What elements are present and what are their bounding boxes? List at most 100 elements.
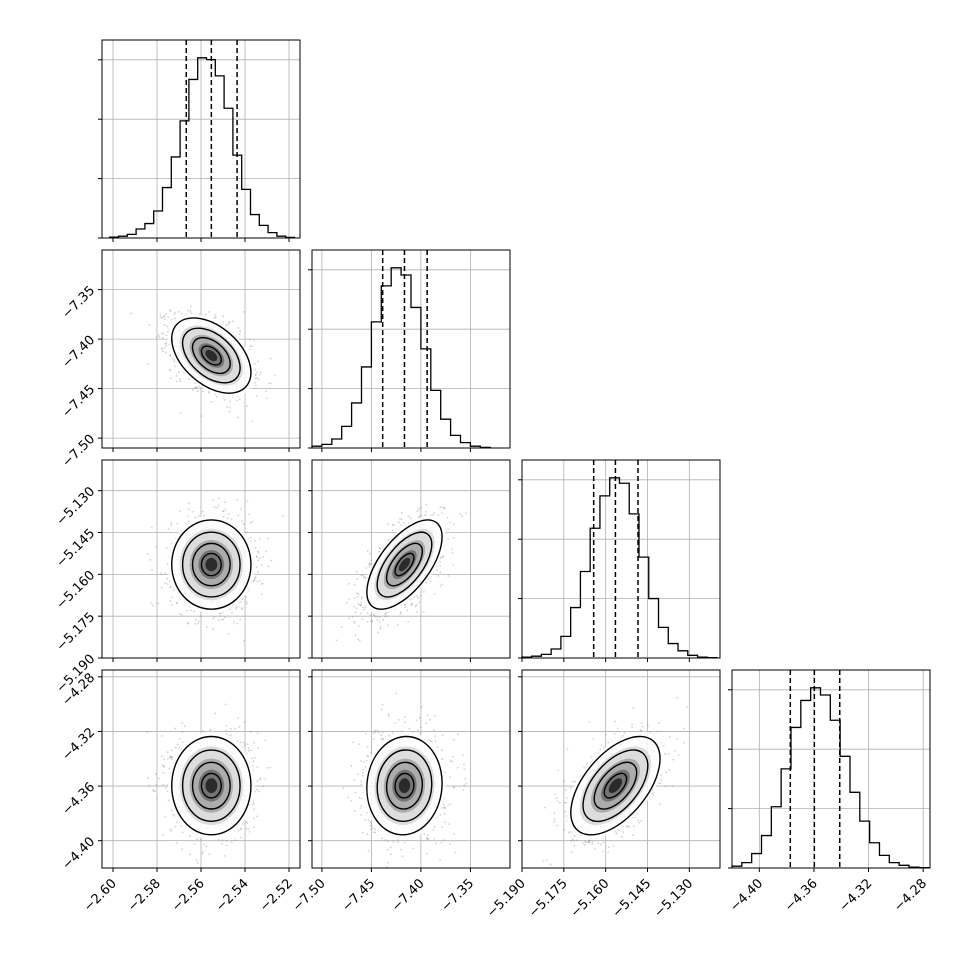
density-shade (205, 349, 218, 362)
scatter-point (187, 508, 190, 511)
scatter-point (245, 601, 248, 603)
scatter-point (192, 510, 194, 513)
scatter-point (365, 567, 368, 569)
scatter-point (204, 313, 207, 316)
scatter-point (422, 611, 425, 613)
scatter-point (254, 377, 257, 380)
scatter-point (439, 585, 442, 587)
scatter-point (360, 574, 363, 577)
density-shade (398, 557, 411, 572)
scatter-point (213, 317, 216, 319)
scatter-point (420, 506, 423, 509)
scatter-point (166, 577, 168, 580)
scatter-point (353, 583, 356, 586)
scatter-point (255, 395, 258, 398)
scatter-point (164, 572, 167, 575)
scatter-point (225, 725, 228, 727)
scatter-point (374, 615, 376, 618)
scatter-point (240, 508, 243, 510)
scatter-point (362, 576, 365, 578)
plot-border (311, 459, 511, 659)
scatter-point (384, 615, 387, 618)
scatter-point (243, 311, 245, 313)
scatter-point (165, 342, 168, 344)
scatter-point (197, 514, 200, 517)
scatter-point (201, 510, 204, 513)
density-shade (205, 557, 218, 572)
scatter-point (167, 316, 170, 319)
scatter-point (238, 333, 241, 336)
scatter-point (155, 545, 158, 548)
scatter-point (355, 570, 358, 573)
scatter-point (151, 604, 154, 607)
scatter-point (261, 564, 263, 566)
contour-line (191, 336, 231, 375)
scatter-point (255, 788, 258, 791)
scatter-point (186, 609, 189, 612)
histogram-step (731, 687, 930, 869)
scatter-point (188, 502, 190, 505)
scatter-point (356, 595, 359, 598)
scatter-point (376, 615, 379, 618)
scatter-point (256, 571, 259, 573)
scatter-point (186, 622, 189, 624)
scatter-point (166, 758, 169, 760)
scatter-point (409, 517, 412, 520)
scatter-point (187, 515, 190, 518)
scatter-point (443, 506, 446, 509)
scatter-point (407, 515, 410, 518)
scatter-point (439, 560, 442, 563)
scatter-point (151, 569, 153, 571)
scatter-point (178, 612, 181, 615)
scatter-panel-3-0 (98, 669, 301, 872)
scatter-point (418, 601, 421, 604)
scatter-point (157, 602, 160, 605)
scatter-point (273, 374, 276, 377)
scatter-point (254, 576, 257, 579)
scatter-point (366, 621, 369, 623)
hist-panel-1 (308, 249, 511, 452)
scatter-point (193, 843, 196, 846)
scatter-point (244, 596, 247, 599)
scatter-point (437, 575, 440, 577)
scatter-point (441, 555, 444, 558)
scatter-point (246, 531, 249, 534)
plot-border (521, 459, 721, 659)
scatter-point (441, 512, 444, 515)
scatter-point (372, 614, 375, 616)
scatter-point (227, 323, 230, 326)
scatter-point (197, 622, 200, 625)
scatter-point (360, 597, 363, 600)
scatter-point (189, 305, 192, 308)
plot-border (311, 249, 511, 449)
scatter-point (194, 386, 196, 389)
scatter-point (173, 360, 176, 362)
contour-line (385, 542, 424, 587)
scatter-point (259, 373, 261, 376)
scatter-point (360, 601, 363, 604)
scatter-point (174, 317, 177, 320)
scatter-point (223, 399, 226, 401)
scatter-point (420, 595, 423, 597)
scatter-point (160, 347, 163, 350)
plot-background (522, 460, 720, 658)
scatter-point (219, 612, 222, 615)
scatter-point (217, 504, 220, 507)
scatter-point (174, 365, 176, 368)
scatter-point (171, 603, 173, 606)
scatter-point (218, 612, 221, 615)
histogram-step (311, 267, 491, 449)
scatter-point (403, 606, 406, 609)
scatter-point (217, 497, 220, 500)
scatter-point (150, 601, 153, 604)
plot-border (731, 669, 931, 869)
scatter-point (379, 627, 382, 630)
scatter-point (265, 397, 268, 400)
scatter-point (171, 596, 173, 599)
scatter-point (228, 321, 230, 324)
scatter-point (164, 318, 166, 321)
scatter-point (360, 603, 362, 606)
scatter-point (251, 420, 254, 423)
scatter-point (378, 616, 381, 618)
scatter-point (440, 557, 442, 560)
